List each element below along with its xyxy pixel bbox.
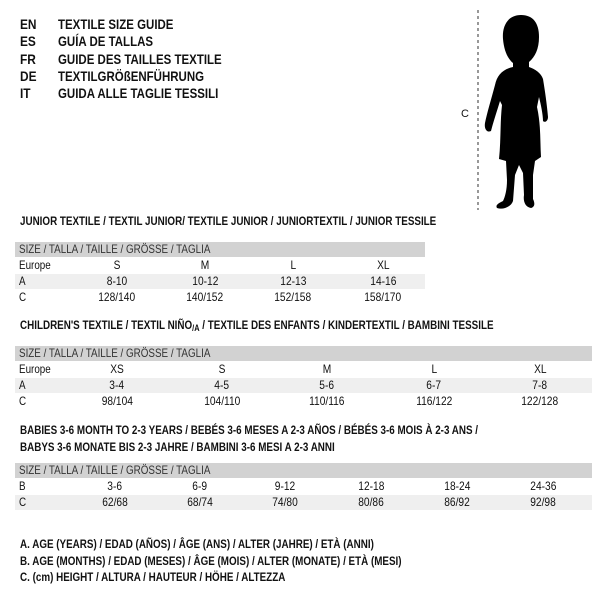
table-cell: 10-12 xyxy=(191,274,219,288)
table-cell: 62/68 xyxy=(102,495,128,509)
legend-item: C. (cm) HEIGHT / ALTURA / HAUTEUR / HÖHE… xyxy=(20,570,286,584)
language-code: FR xyxy=(20,50,36,67)
table-cell: 6-9 xyxy=(192,479,208,493)
table-cell: L xyxy=(431,362,437,376)
table-cell: 80/86 xyxy=(358,495,384,509)
size-header-row: SIZE / TALLA / TAILLE / GRÖSSE / TAGLIA xyxy=(15,346,592,361)
table-cell: 128/140 xyxy=(98,290,136,304)
table-cell: 98/104 xyxy=(101,394,133,408)
table-row: C 98/104 104/110 110/116 116/122 122/128 xyxy=(15,394,592,409)
language-code: IT xyxy=(20,85,31,102)
table-cell: 6-7 xyxy=(426,378,442,392)
junior-title: JUNIOR TEXTILE / TEXTIL JUNIOR/ TEXTILE … xyxy=(20,214,437,228)
table-cell: 7-8 xyxy=(532,378,548,392)
table-cell: 5-6 xyxy=(319,378,335,392)
child-silhouette-icon xyxy=(477,10,548,210)
table-cell: 110/116 xyxy=(309,394,345,408)
legend-item: A. AGE (YEARS) / EDAD (AÑOS) / ÂGE (ANS)… xyxy=(20,537,374,551)
row-label: C xyxy=(19,495,27,509)
table-row: A 3-4 4-5 5-6 6-7 7-8 xyxy=(15,378,592,393)
row-label: Europe xyxy=(19,258,51,272)
table-cell: XL xyxy=(533,362,547,376)
table-cell: 158/170 xyxy=(364,290,402,304)
table-cell: S xyxy=(218,362,226,376)
table-row: Europe S M L XL xyxy=(15,258,425,273)
table-cell: 68/74 xyxy=(187,495,213,509)
table-row: C 62/68 68/74 74/80 80/86 86/92 92/98 xyxy=(15,495,592,510)
table-cell: 116/122 xyxy=(415,394,453,408)
table-cell: 12-13 xyxy=(279,274,307,288)
table-cell: XL xyxy=(376,258,390,272)
row-label: C xyxy=(19,290,27,304)
table-cell: 8-10 xyxy=(106,274,128,288)
row-label: A xyxy=(19,378,26,392)
table-cell: 4-5 xyxy=(214,378,230,392)
table-cell: 152/158 xyxy=(274,290,312,304)
table-cell: 18-24 xyxy=(443,479,471,493)
table-row: B 3-6 6-9 9-12 12-18 18-24 24-36 xyxy=(15,479,592,494)
row-label: B xyxy=(19,479,26,493)
table-cell: 3-4 xyxy=(109,378,125,392)
size-header-label: SIZE / TALLA / TAILLE / GRÖSSE / TAGLIA xyxy=(19,346,211,360)
table-cell: 14-16 xyxy=(369,274,397,288)
table-cell: M xyxy=(200,258,210,272)
table-cell: 122/128 xyxy=(521,394,559,408)
row-label: A xyxy=(19,274,26,288)
language-title: GUIDA ALLE TAGLIE TESSILI xyxy=(58,85,219,102)
row-label: C xyxy=(19,394,27,408)
table-cell: 12-18 xyxy=(357,479,385,493)
table-cell: 104/110 xyxy=(203,394,241,408)
size-header-label: SIZE / TALLA / TAILLE / GRÖSSE / TAGLIA xyxy=(19,463,211,477)
size-header-label: SIZE / TALLA / TAILLE / GRÖSSE / TAGLIA xyxy=(19,242,211,256)
table-row: A 8-10 10-12 12-13 14-16 xyxy=(15,274,425,289)
table-cell: 74/80 xyxy=(272,495,298,509)
table-cell: 9-12 xyxy=(274,479,296,493)
table-cell: M xyxy=(322,362,332,376)
babies-title-line2: BABYS 3-6 MONATE BIS 2-3 JAHRE / BAMBINI… xyxy=(20,440,335,454)
table-cell: L xyxy=(290,258,296,272)
size-header-row: SIZE / TALLA / TAILLE / GRÖSSE / TAGLIA xyxy=(15,242,425,257)
size-header-row: SIZE / TALLA / TAILLE / GRÖSSE / TAGLIA xyxy=(15,463,592,478)
table-cell: S xyxy=(113,258,121,272)
language-title: TEXTILGRÖßENFÜHRUNG xyxy=(58,67,205,84)
measure-label: C xyxy=(461,108,469,120)
language-code: DE xyxy=(20,67,37,84)
babies-title-line1: BABIES 3-6 MONTH TO 2-3 YEARS / BEBÉS 3-… xyxy=(20,423,479,437)
language-title: GUÍA DE TALLAS xyxy=(58,33,154,50)
table-cell: 86/92 xyxy=(444,495,470,509)
table-cell: 92/98 xyxy=(530,495,556,509)
row-label: Europe xyxy=(19,362,51,376)
legend-item: B. AGE (MONTHS) / EDAD (MESES) / ÂGE (MO… xyxy=(20,553,402,568)
language-code: EN xyxy=(20,16,37,32)
table-cell: 140/152 xyxy=(186,290,224,304)
language-title: GUIDE DES TAILLES TEXTILE xyxy=(58,50,222,67)
table-cell: XS xyxy=(110,362,124,376)
table-row: Europe XS S M L XL xyxy=(15,362,592,377)
table-cell: 24-36 xyxy=(529,479,557,493)
table-cell: 3-6 xyxy=(107,479,123,493)
language-title: TEXTILE SIZE GUIDE xyxy=(58,16,174,32)
language-code: ES xyxy=(20,33,36,50)
table-row: C 128/140 140/152 152/158 158/170 xyxy=(15,290,425,305)
children-title: CHILDREN'S TEXTILE / TEXTIL NIÑO/A / TEX… xyxy=(20,318,494,333)
